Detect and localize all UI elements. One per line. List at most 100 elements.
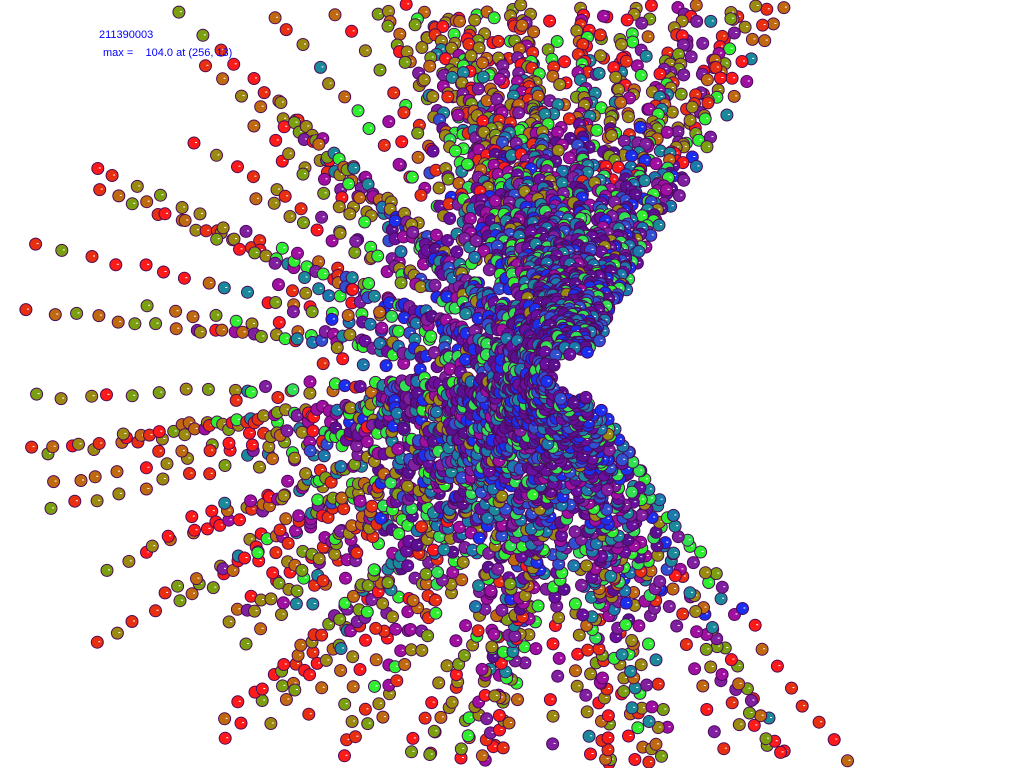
particle-highlight	[361, 668, 363, 670]
particle	[343, 328, 357, 342]
particle-highlight	[366, 176, 369, 178]
particle	[271, 391, 285, 404]
particle-highlight	[422, 418, 425, 420]
particle-highlight	[242, 722, 244, 724]
particle	[336, 352, 350, 366]
particle	[245, 438, 259, 452]
particle	[266, 452, 279, 466]
particle-highlight	[247, 643, 249, 644]
particle-highlight	[450, 217, 453, 219]
particle-highlight	[532, 67, 535, 68]
particle-highlight	[299, 654, 302, 656]
particle-highlight	[397, 679, 400, 681]
particle-highlight	[723, 35, 726, 37]
particle-highlight	[581, 23, 584, 25]
particle-highlight	[445, 484, 448, 485]
particle-highlight	[118, 632, 121, 634]
particle	[337, 502, 351, 516]
particle	[642, 715, 656, 728]
particle-highlight	[225, 717, 228, 719]
particle-highlight	[478, 13, 480, 15]
particle	[217, 281, 231, 295]
particle-highlight	[251, 499, 254, 501]
particle-highlight	[487, 717, 490, 719]
particle-highlight	[375, 460, 378, 462]
particle	[88, 470, 102, 484]
particle-highlight	[453, 571, 456, 573]
particle-highlight	[481, 168, 484, 170]
particle-highlight	[396, 219, 399, 221]
particle-highlight	[431, 56, 434, 58]
particle-highlight	[430, 65, 433, 67]
particle-highlight	[627, 602, 630, 604]
particle	[696, 36, 710, 50]
particle-highlight	[580, 634, 583, 636]
particle	[642, 755, 656, 768]
particle-highlight	[222, 329, 225, 331]
particle-highlight	[26, 308, 29, 310]
particle-highlight	[683, 575, 686, 577]
particle	[369, 621, 383, 635]
particle-highlight	[600, 72, 603, 74]
particle-highlight	[605, 697, 608, 698]
particle	[579, 688, 593, 702]
particle	[617, 685, 631, 698]
particle	[345, 24, 359, 38]
particle-highlight	[611, 188, 614, 190]
particle-highlight	[196, 229, 199, 231]
particle	[468, 13, 482, 27]
particle-highlight	[201, 212, 203, 214]
particle-highlight	[684, 73, 687, 75]
particle	[298, 271, 312, 284]
particle-highlight	[62, 397, 65, 399]
particle-highlight	[639, 624, 642, 626]
particle-highlight	[727, 114, 730, 115]
particle-highlight	[611, 758, 614, 760]
particle	[317, 186, 331, 200]
particle	[631, 721, 645, 735]
particle-highlight	[625, 589, 628, 591]
particle-highlight	[610, 723, 613, 724]
particle	[342, 177, 356, 191]
particle	[90, 635, 104, 649]
particle	[363, 317, 377, 331]
particle	[727, 26, 741, 40]
particle-highlight	[534, 586, 537, 588]
particle	[353, 663, 367, 676]
particle-highlight	[524, 602, 527, 603]
particle-highlight	[425, 187, 428, 189]
particle-highlight	[295, 260, 298, 262]
particle-highlight	[303, 550, 306, 552]
particle	[419, 567, 433, 581]
particle	[570, 24, 584, 38]
particle-highlight	[501, 696, 504, 698]
particle-highlight	[295, 564, 298, 566]
particle-highlight	[735, 95, 738, 97]
particle-highlight	[393, 440, 396, 442]
particle	[628, 753, 642, 766]
particle	[411, 126, 425, 140]
particle-highlight	[319, 287, 322, 289]
particle	[85, 389, 99, 403]
particle-highlight	[163, 478, 166, 479]
particle-highlight	[647, 684, 650, 685]
particle	[316, 357, 330, 371]
particle	[339, 571, 352, 585]
particle-highlight	[283, 684, 286, 686]
particle	[827, 733, 841, 747]
particle-highlight	[554, 642, 556, 644]
particle	[472, 531, 486, 545]
particle	[404, 623, 417, 636]
particle	[249, 192, 263, 206]
particle-highlight	[372, 391, 375, 393]
particle-highlight	[676, 525, 679, 527]
particle-highlight	[340, 618, 343, 620]
particle-highlight	[118, 470, 120, 472]
particle	[785, 681, 798, 695]
particle	[596, 671, 609, 685]
particle-highlight	[571, 137, 574, 139]
particle	[185, 510, 199, 524]
particle	[92, 437, 106, 450]
particle-highlight	[119, 321, 122, 323]
particle-highlight	[307, 265, 310, 267]
